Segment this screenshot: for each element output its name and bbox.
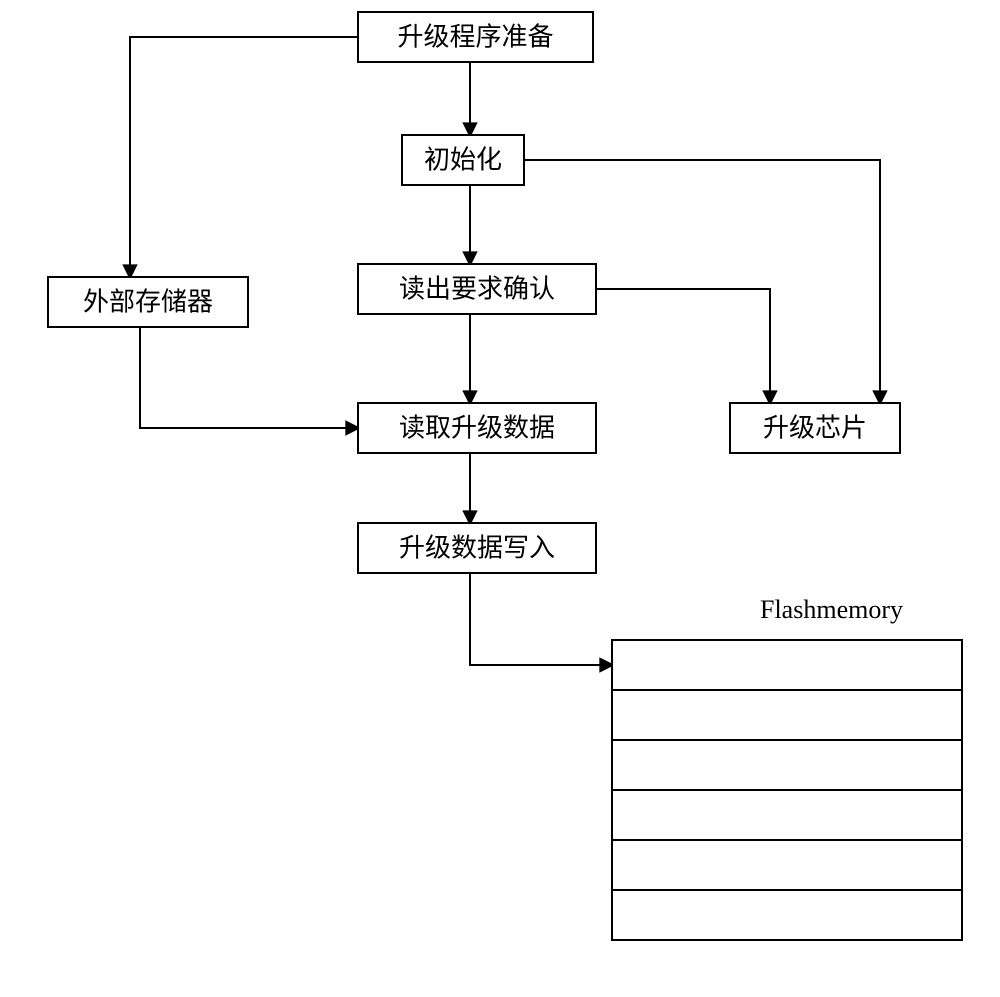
node-label-writedata: 升级数据写入 xyxy=(399,534,555,563)
flash-row-3 xyxy=(612,790,962,840)
edge-prepare-to-extmem xyxy=(130,37,358,277)
node-readdata: 读取升级数据 xyxy=(358,403,596,453)
node-writedata: 升级数据写入 xyxy=(358,523,596,573)
node-init: 初始化 xyxy=(402,135,524,185)
node-label-prepare: 升级程序准备 xyxy=(397,23,553,52)
flash-memory-label: Flashmemory xyxy=(760,595,903,624)
flash-row-0 xyxy=(612,640,962,690)
flash-row-4 xyxy=(612,840,962,890)
node-chip: 升级芯片 xyxy=(730,403,900,453)
nodes-group: 升级程序准备初始化读出要求确认读取升级数据升级数据写入 外部存储器升级芯片 xyxy=(48,12,900,573)
node-label-readreq: 读出要求确认 xyxy=(399,275,555,304)
flash-row-2 xyxy=(612,740,962,790)
flash-row-5 xyxy=(612,890,962,940)
edge-extmem-to-readdata xyxy=(140,327,358,428)
node-prepare: 升级程序准备 xyxy=(358,12,593,62)
node-label-readdata: 读取升级数据 xyxy=(399,414,555,443)
node-readreq: 读出要求确认 xyxy=(358,264,596,314)
node-label-chip: 升级芯片 xyxy=(763,414,867,443)
edge-readreq-to-chip xyxy=(596,289,770,403)
edge-writedata-to-flash xyxy=(470,573,612,665)
node-label-extmem: 外部存储器 xyxy=(83,288,213,317)
flowchart-canvas: 升级程序准备初始化读出要求确认读取升级数据升级数据写入 外部存储器升级芯片 Flas… xyxy=(0,0,1000,997)
node-extmem: 外部存储器 xyxy=(48,277,248,327)
flash-memory xyxy=(612,640,962,940)
flash-row-1 xyxy=(612,690,962,740)
node-label-init: 初始化 xyxy=(424,146,502,175)
